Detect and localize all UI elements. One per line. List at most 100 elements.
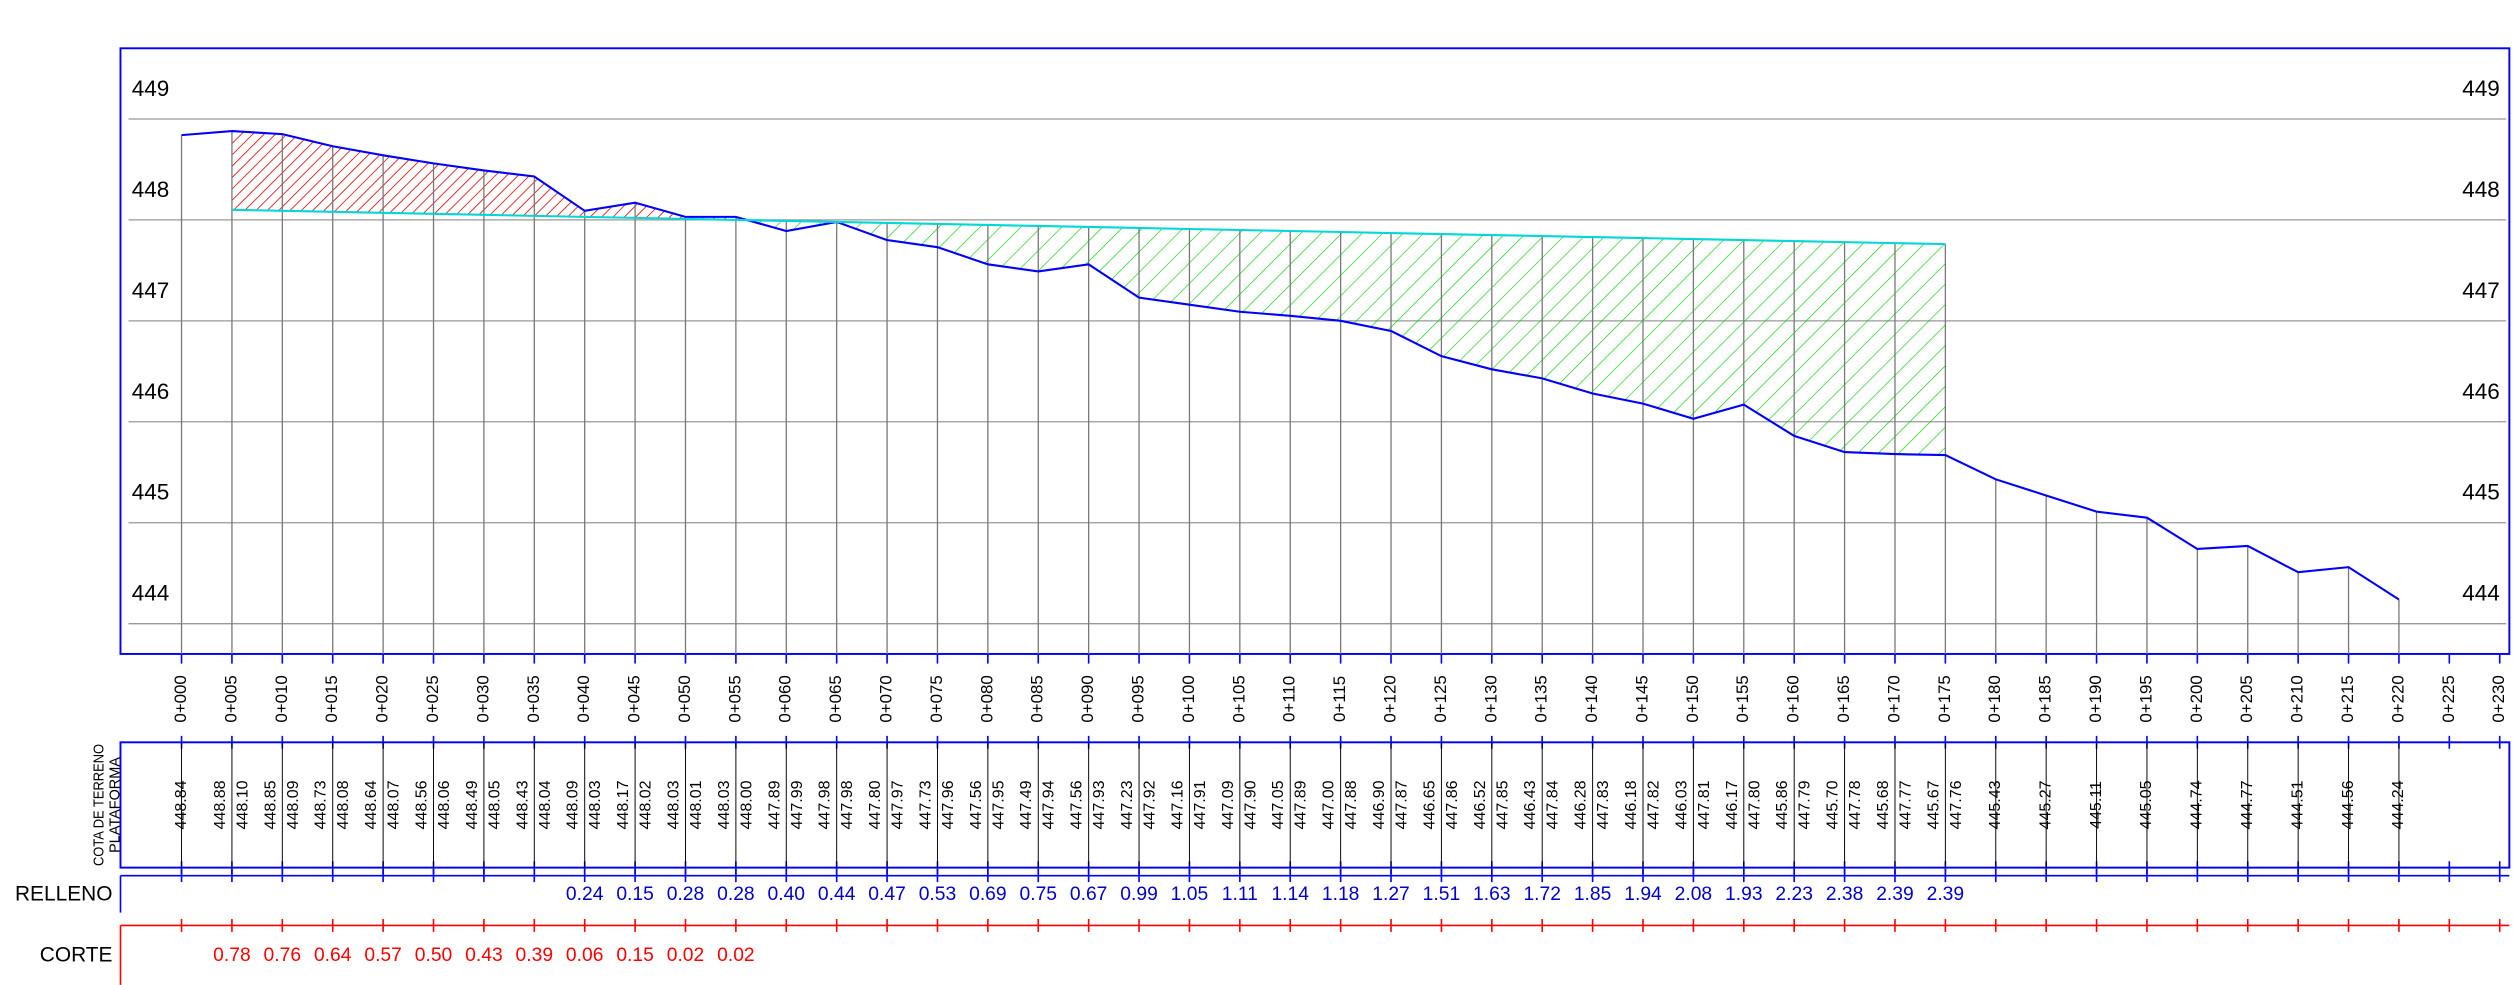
corte-label: 0.57 — [364, 945, 402, 966]
station-label: 0+115 — [1330, 676, 1349, 722]
elevation-label: 447.86 — [1443, 780, 1461, 829]
station-label: 0+205 — [2237, 675, 2256, 722]
corte-label: 0.64 — [314, 945, 352, 966]
elevation-label: 446.03 — [1672, 780, 1690, 829]
elevation-label: 447.23 — [1118, 780, 1136, 829]
elevation-label: 447.90 — [1241, 780, 1259, 829]
relleno-label: 0.99 — [1120, 884, 1158, 905]
elevation-label: 448.09 — [284, 780, 302, 829]
station-label: 0+135 — [1532, 675, 1551, 722]
corte-label: 0.78 — [213, 945, 250, 966]
station-label: 0+215 — [2338, 675, 2357, 722]
station-label: 0+015 — [322, 675, 341, 722]
elevation-label: 447.93 — [1090, 780, 1108, 829]
station-label: 0+220 — [2388, 675, 2407, 722]
elevation-label: 447.92 — [1141, 780, 1159, 829]
elevation-label: 444.51 — [2288, 780, 2306, 829]
relleno-label: 0.28 — [717, 884, 755, 905]
corte-label: 0.06 — [566, 945, 604, 966]
elevation-label: 447.56 — [1068, 780, 1086, 829]
row-label: COTA DE TERRENO — [91, 744, 107, 866]
elevation-label: 447.87 — [1393, 780, 1411, 829]
row-label: RELLENO — [15, 882, 112, 905]
corte-label: 0.76 — [264, 945, 301, 966]
relleno-label: 2.23 — [1775, 884, 1813, 905]
elevation-label: 448.01 — [687, 780, 705, 829]
relleno-label: 1.94 — [1624, 884, 1662, 905]
elevation-label: 447.73 — [916, 780, 934, 829]
elevation-label: 445.68 — [1874, 780, 1892, 829]
corte-label: 0.39 — [516, 945, 554, 966]
elevation-label: 444.74 — [2188, 780, 2206, 829]
station-label: 0+035 — [524, 675, 543, 722]
elevation-label: 447.49 — [1017, 780, 1035, 829]
elevation-label: 448.05 — [485, 780, 503, 829]
elevation-label: 447.56 — [967, 780, 985, 829]
elevation-label: 448.03 — [586, 780, 604, 829]
station-label: 0+195 — [2136, 675, 2155, 722]
station-label: 0+210 — [2288, 675, 2307, 722]
elevation-label: 447.88 — [1342, 780, 1360, 829]
station-label: 0+165 — [1834, 675, 1853, 722]
elevation-label: 448.84 — [172, 780, 190, 829]
cut-area — [231, 131, 1946, 245]
y-tick-label: 449 — [2462, 76, 2500, 101]
relleno-label: 1.05 — [1171, 884, 1209, 905]
elevation-label: 447.95 — [989, 780, 1007, 829]
elevation-label: 447.05 — [1269, 780, 1287, 829]
station-label: 0+155 — [1733, 675, 1752, 722]
elevation-label: 447.96 — [939, 780, 957, 829]
elevation-label: 447.09 — [1219, 780, 1237, 829]
elevation-label: 448.03 — [715, 780, 733, 829]
elevation-label: 446.17 — [1723, 780, 1741, 829]
elevation-label: 447.77 — [1896, 780, 1914, 829]
station-label: 0+110 — [1280, 676, 1299, 722]
elevation-label: 445.11 — [2087, 781, 2105, 829]
relleno-label: 2.38 — [1826, 884, 1864, 905]
station-label: 0+175 — [1935, 675, 1954, 722]
station-label: 0+070 — [877, 675, 896, 722]
elevation-label: 448.85 — [261, 780, 279, 829]
corte-label: 0.02 — [717, 945, 755, 966]
y-tick-label: 445 — [2462, 480, 2500, 505]
station-label: 0+180 — [1985, 675, 2004, 722]
relleno-label: 0.67 — [1070, 884, 1108, 905]
elevation-label: 447.84 — [1544, 780, 1562, 829]
elevation-label: 447.97 — [889, 780, 907, 829]
relleno-label: 1.14 — [1271, 884, 1309, 905]
elevation-label: 448.56 — [413, 780, 431, 829]
station-label: 0+130 — [1481, 675, 1500, 722]
y-tick-label: 446 — [2462, 379, 2500, 404]
relleno-label: 1.27 — [1372, 884, 1410, 905]
elevation-label: 447.98 — [816, 780, 834, 829]
elevation-label: 448.07 — [385, 780, 403, 829]
station-label: 0+125 — [1431, 675, 1450, 722]
station-label: 0+140 — [1582, 675, 1601, 722]
relleno-label: 1.85 — [1574, 884, 1612, 905]
relleno-label: 2.39 — [1927, 884, 1965, 905]
station-label: 0+055 — [725, 675, 744, 722]
elevation-label: 446.43 — [1521, 780, 1539, 829]
station-label: 0+080 — [977, 675, 996, 722]
relleno-label: 0.47 — [868, 884, 906, 905]
elevation-label: 445.05 — [2137, 780, 2155, 829]
elevation-label: 448.43 — [513, 780, 531, 829]
station-label: 0+085 — [1028, 675, 1047, 722]
elevation-label: 447.16 — [1168, 780, 1186, 829]
elevation-label: 448.04 — [536, 780, 554, 829]
y-tick-label: 444 — [2462, 581, 2500, 606]
relleno-label: 0.24 — [566, 884, 604, 905]
station-label: 0+150 — [1683, 675, 1702, 722]
elevation-label: 448.02 — [637, 780, 655, 829]
station-label: 0+225 — [2439, 675, 2458, 722]
elevation-label: 447.94 — [1040, 780, 1058, 829]
corte-label: 0.50 — [415, 945, 453, 966]
elevation-label: 447.79 — [1796, 780, 1814, 829]
elevation-label: 445.67 — [1924, 780, 1942, 829]
elevation-label: 448.88 — [211, 780, 229, 829]
station-label: 0+185 — [2036, 675, 2055, 722]
y-tick-label: 447 — [2462, 278, 2500, 303]
station-label: 0+045 — [625, 675, 644, 722]
table-frame — [119, 741, 2511, 869]
station-label: 0+075 — [927, 675, 946, 722]
